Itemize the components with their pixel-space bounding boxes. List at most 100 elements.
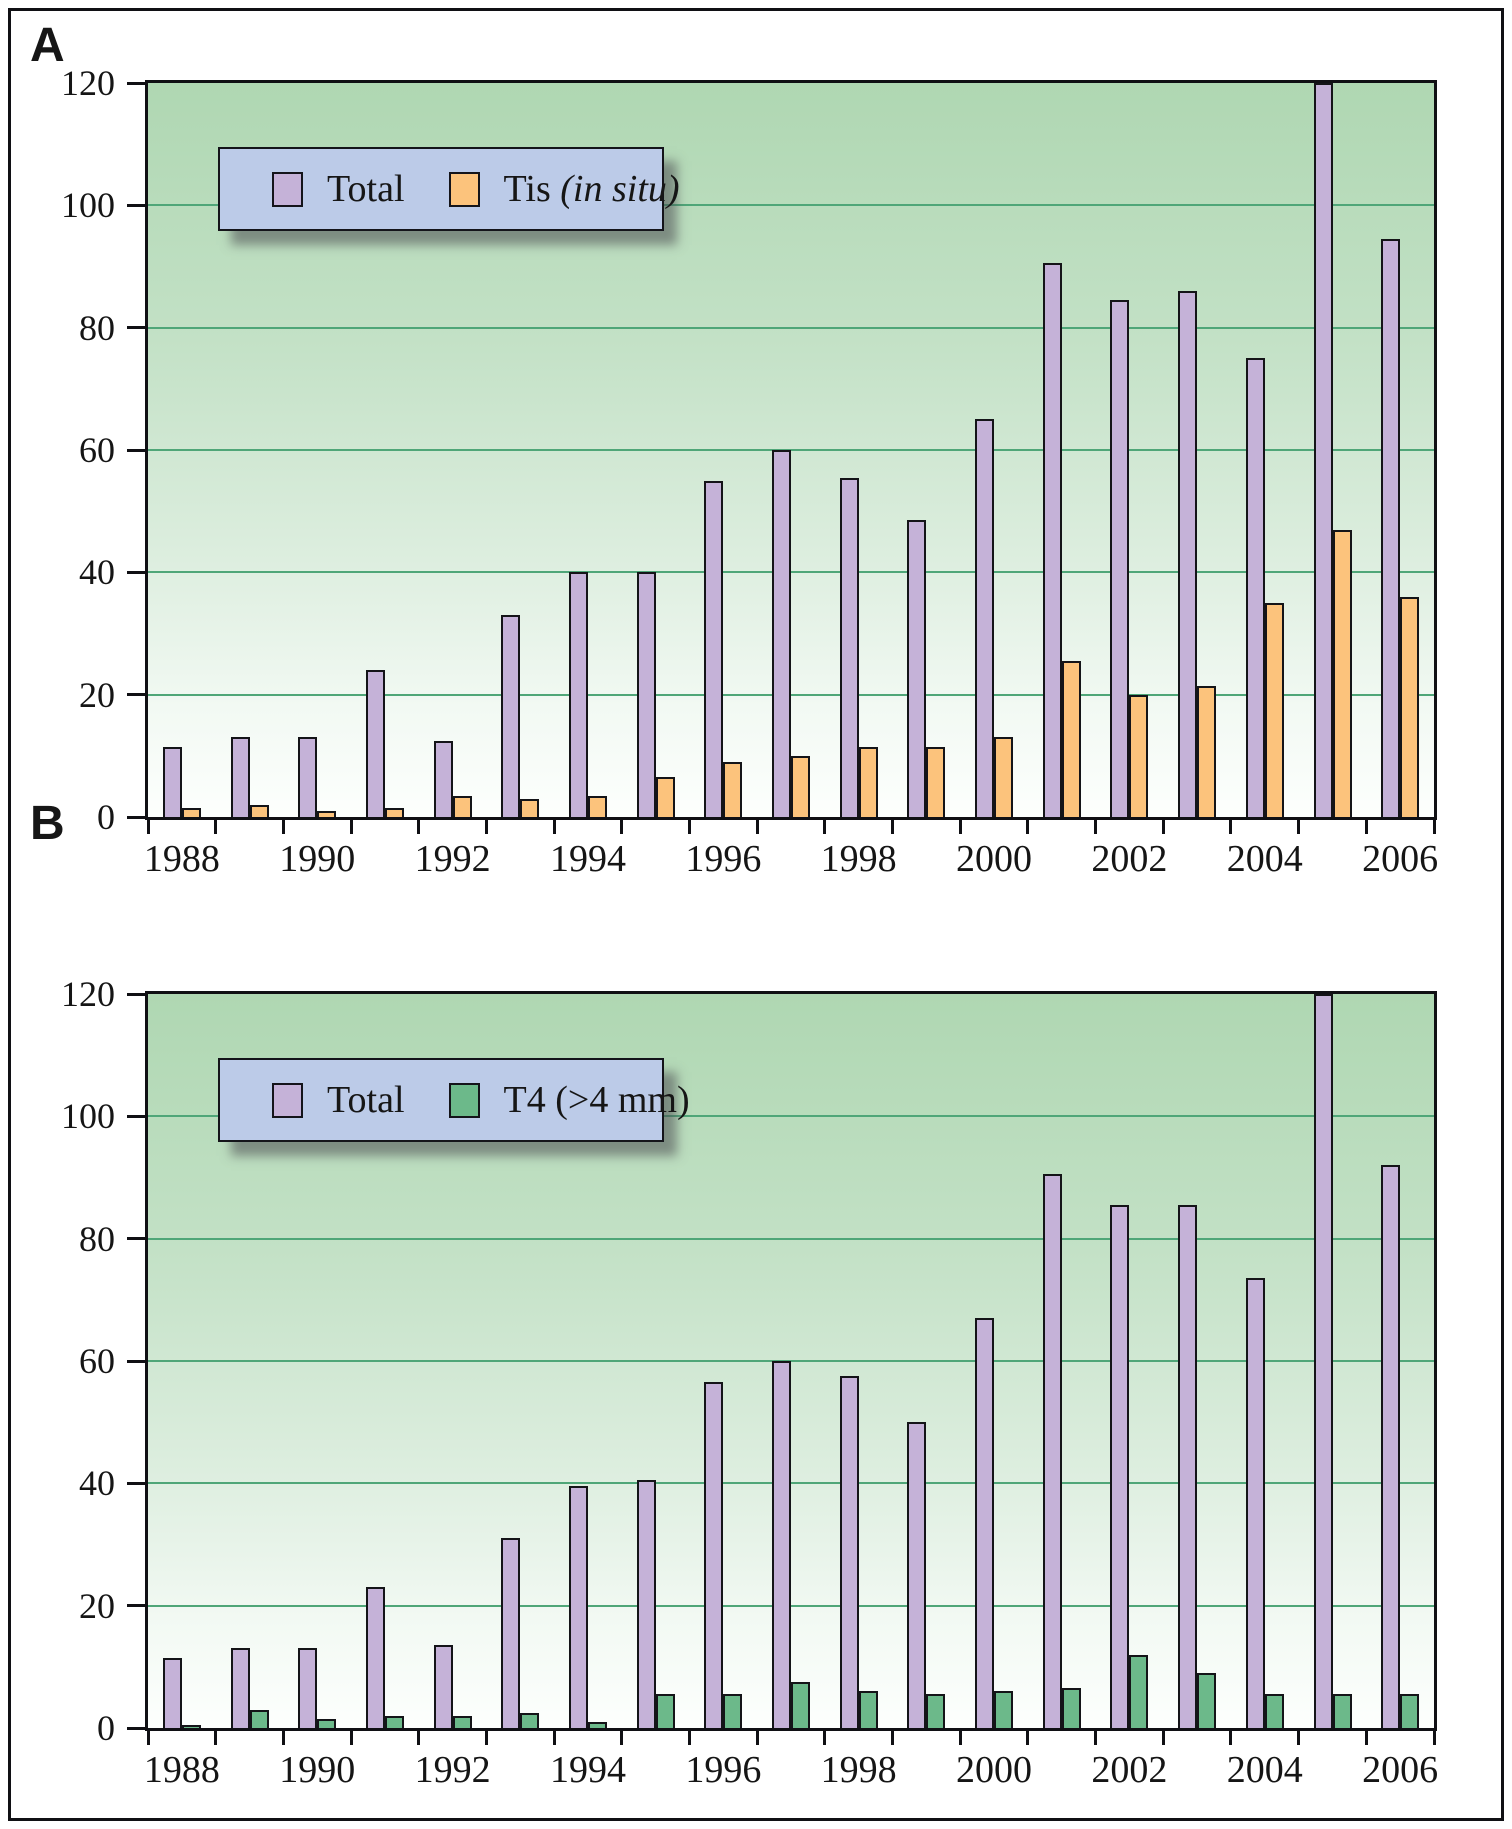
x-axis-tick-0 [146, 820, 150, 834]
bar-total-1996 [704, 480, 724, 817]
year-slot-1994 [554, 994, 622, 1728]
x-axis-tick-11 [891, 1731, 895, 1745]
x-axis-label-2004: 2004 [1226, 1749, 1303, 1791]
x-axis-tick-19 [1432, 820, 1436, 834]
x-axis-tick-11 [891, 820, 895, 834]
y-axis-tick-120 [127, 992, 145, 996]
bar-tis-in-situ-1999 [926, 746, 946, 817]
bar-total-1998 [839, 1376, 859, 1728]
x-axis-tick-7 [620, 1731, 624, 1745]
bar-tis-in-situ-1991 [384, 807, 404, 817]
year-slot-2000 [960, 83, 1028, 817]
bar-total-1988 [162, 1657, 182, 1728]
legend-item-total: Total [272, 167, 405, 211]
bar-t4-4-mm-1989 [249, 1709, 269, 1728]
x-axis-tick-15 [1161, 820, 1165, 834]
x-axis-label-2000: 2000 [956, 838, 1033, 880]
bar-tis-in-situ-1996 [723, 761, 743, 817]
year-slot-1991 [351, 83, 419, 817]
bar-total-2003 [1178, 290, 1198, 817]
bar-tis-in-situ-1990 [317, 810, 337, 817]
bar-total-2000 [975, 419, 995, 817]
year-slot-2001 [1028, 83, 1096, 817]
y-axis-tick-20 [127, 1604, 145, 1608]
y-axis-tick-40 [127, 1481, 145, 1485]
legend-label: Tis (in situ) [503, 168, 680, 210]
year-slot-1991 [351, 994, 419, 1728]
bar-t4-4-mm-1988 [181, 1724, 201, 1728]
legend-item-total: Total [272, 1078, 405, 1122]
x-axis-tick-15 [1161, 1731, 1165, 1745]
x-axis-tick-12 [958, 1731, 962, 1745]
legend-label: Total [327, 1079, 405, 1121]
y-axis-label-40: 40 [79, 552, 115, 593]
bar-total-1997 [772, 450, 792, 817]
year-slot-1998 [825, 83, 893, 817]
panel-a-letter: A [30, 19, 65, 72]
x-axis-tick-12 [958, 820, 962, 834]
y-axis-tick-0 [127, 1726, 145, 1730]
bar-tis-in-situ-2006 [1400, 596, 1420, 817]
bar-tis-in-situ-2000 [994, 737, 1014, 817]
x-axis-tick-13 [1026, 820, 1030, 834]
bar-total-1992 [433, 740, 453, 817]
bar-t4-4-mm-2003 [1197, 1672, 1217, 1728]
bar-tis-in-situ-1992 [452, 795, 472, 817]
x-axis-tick-5 [484, 1731, 488, 1745]
x-axis-tick-13 [1026, 1731, 1030, 1745]
x-axis-label-2006: 2006 [1362, 838, 1439, 880]
y-axis-label-20: 20 [79, 1585, 115, 1626]
x-axis-tick-9 [755, 1731, 759, 1745]
year-slot-2004 [1231, 83, 1299, 817]
bar-total-1999 [907, 1422, 927, 1728]
bar-total-1995 [636, 572, 656, 817]
x-axis-label-2000: 2000 [956, 1749, 1033, 1791]
y-axis-label-80: 80 [79, 307, 115, 348]
x-axis-tick-6 [552, 1731, 556, 1745]
bar-total-2004 [1245, 1278, 1265, 1728]
bar-t4-4-mm-2005 [1332, 1694, 1352, 1728]
legend-label: Total [327, 168, 405, 210]
x-axis-tick-14 [1094, 1731, 1098, 1745]
legend-swatch [448, 1082, 480, 1118]
panel-b-plot: 0 20 40 60 80 100 120 1988 1990 1992 1994 1996 1998 2… [61, 976, 1438, 1791]
legend-label-italic: (in situ) [560, 168, 680, 210]
bar-total-2001 [1042, 1174, 1062, 1728]
bar-t4-4-mm-1991 [384, 1715, 404, 1728]
x-axis-label-1992: 1992 [414, 838, 491, 880]
x-axis-tick-17 [1297, 820, 1301, 834]
year-slot-2004 [1231, 994, 1299, 1728]
legend-item-t4-4-mm-: T4 (>4 mm) [448, 1078, 690, 1122]
bar-tis-in-situ-1997 [791, 755, 811, 817]
x-axis-label-1988: 1988 [143, 1749, 220, 1791]
year-slot-1988 [148, 994, 216, 1728]
bar-t4-4-mm-1990 [317, 1718, 337, 1728]
panel-b-letter: B [30, 797, 65, 850]
x-axis-label-1992: 1992 [414, 1749, 491, 1791]
year-slot-1995 [622, 994, 690, 1728]
year-slot-2003 [1163, 994, 1231, 1728]
bar-tis-in-situ-1989 [249, 804, 269, 817]
bars-area-a [148, 83, 1434, 817]
year-slot-1992 [419, 994, 487, 1728]
y-axis-label-20: 20 [79, 674, 115, 715]
x-axis-tick-18 [1364, 1731, 1368, 1745]
x-axis-label-1994: 1994 [549, 838, 626, 880]
y-axis-label-0: 0 [97, 797, 115, 837]
bar-tis-in-situ-2001 [1061, 661, 1081, 817]
bar-total-2006 [1381, 238, 1401, 817]
bar-total-2006 [1381, 1165, 1401, 1728]
bar-total-2005 [1313, 994, 1333, 1728]
gridline-100 [148, 1115, 1434, 1118]
x-axis-label-1990: 1990 [279, 838, 356, 880]
legend-a: Total Tis (in situ) [218, 147, 680, 231]
bar-total-2002 [1110, 300, 1130, 817]
y-axis-tick-120 [127, 81, 145, 85]
bar-total-2003 [1178, 1205, 1198, 1728]
x-axis-label-1996: 1996 [685, 838, 762, 880]
year-slot-2002 [1096, 83, 1164, 817]
x-axis-tick-0 [146, 1731, 150, 1745]
x-axis-tick-6 [552, 820, 556, 834]
bar-total-2000 [975, 1318, 995, 1728]
bar-total-1990 [298, 737, 318, 817]
